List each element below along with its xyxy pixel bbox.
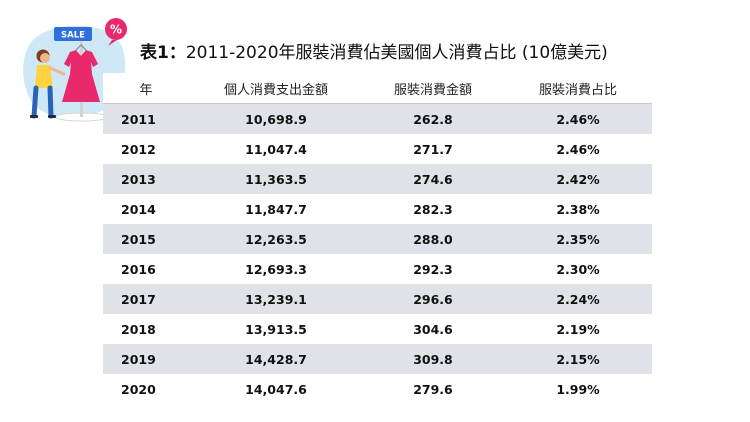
- table-row: 2014 11,847.7 282.3 2.38%: [103, 194, 652, 224]
- cell-year: 2013: [103, 164, 190, 194]
- cell-apparel-share: 2.15%: [504, 344, 652, 374]
- sale-sign-icon: SALE: [54, 27, 92, 41]
- table-row: 2017 13,239.1 296.6 2.24%: [103, 284, 652, 314]
- cell-apparel-spending: 282.3: [362, 194, 504, 224]
- cell-personal-consumption: 11,363.5: [190, 164, 362, 194]
- cell-apparel-spending: 288.0: [362, 224, 504, 254]
- cell-apparel-share: 2.46%: [504, 103, 652, 134]
- header-personal-consumption: 個人消費支出金額: [190, 73, 362, 104]
- cell-apparel-share: 2.42%: [504, 164, 652, 194]
- cell-personal-consumption: 12,263.5: [190, 224, 362, 254]
- header-apparel-share: 服裝消費占比: [504, 73, 652, 104]
- table-row: 2019 14,428.7 309.8 2.15%: [103, 344, 652, 374]
- cell-year: 2015: [103, 224, 190, 254]
- consumption-table: 年個人消費支出金額 服裝消費金額 服裝消費占比 2011 10,698.9 262.8 2…: [103, 73, 652, 404]
- cell-year: 2019: [103, 344, 190, 374]
- dress-icon: [62, 44, 100, 102]
- cell-apparel-share: 2.19%: [504, 314, 652, 344]
- table-row: 2016 12,693.3 292.3 2.30%: [103, 254, 652, 284]
- table-title: 表1：2011-2020年服裝消費佔美國個人消費占比 (10億美元): [140, 38, 608, 63]
- percent-badge-text: %: [110, 23, 122, 37]
- cell-apparel-spending: 262.8: [362, 103, 504, 134]
- cell-personal-consumption: 12,693.3: [190, 254, 362, 284]
- cell-apparel-spending: 271.7: [362, 134, 504, 164]
- cell-year: 2014: [103, 194, 190, 224]
- header-year: 年: [103, 73, 190, 104]
- table-row: 2013 11,363.5 274.6 2.42%: [103, 164, 652, 194]
- table-title-text: 2011-2020年服裝消費佔美國個人消費占比 (10億美元): [185, 43, 608, 63]
- cell-personal-consumption: 11,847.7: [190, 194, 362, 224]
- cell-apparel-spending: 304.6: [362, 314, 504, 344]
- cell-apparel-share: 1.99%: [504, 374, 652, 404]
- sale-sign-text: SALE: [61, 31, 85, 41]
- percent-badge-icon: %: [105, 18, 127, 46]
- cell-apparel-share: 2.35%: [504, 224, 652, 254]
- cell-apparel-share: 2.30%: [504, 254, 652, 284]
- cell-personal-consumption: 14,428.7: [190, 344, 362, 374]
- header-row: 年個人消費支出金額 服裝消費金額 服裝消費占比: [103, 73, 652, 104]
- cell-year: 2018: [103, 314, 190, 344]
- table-body: 2011 10,698.9 262.8 2.46% 2012 11,047.4 271.7 2…: [103, 103, 652, 404]
- cell-year: 2017: [103, 284, 190, 314]
- cell-apparel-share: 2.38%: [504, 194, 652, 224]
- cell-apparel-share: 2.46%: [504, 134, 652, 164]
- cell-personal-consumption: 13,239.1: [190, 284, 362, 314]
- cell-apparel-spending: 292.3: [362, 254, 504, 284]
- shopping-illustration: SALE %: [23, 18, 127, 122]
- cell-personal-consumption: 10,698.9: [190, 103, 362, 134]
- cell-apparel-spending: 279.6: [362, 374, 504, 404]
- cell-apparel-spending: 296.6: [362, 284, 504, 314]
- table-row: 2011 10,698.9 262.8 2.46%: [103, 103, 652, 134]
- cell-personal-consumption: 13,913.5: [190, 314, 362, 344]
- cell-year: 2011: [103, 103, 190, 134]
- cell-personal-consumption: 14,047.6: [190, 374, 362, 404]
- cell-apparel-share: 2.24%: [504, 284, 652, 314]
- cell-apparel-spending: 274.6: [362, 164, 504, 194]
- cell-year: 2012: [103, 134, 190, 164]
- cell-year: 2020: [103, 374, 190, 404]
- table-title-lead: 表1：: [140, 43, 186, 63]
- shopper-figure-icon: [30, 49, 66, 119]
- table-row: 2012 11,047.4 271.7 2.46%: [103, 134, 652, 164]
- table-row: 2015 12,263.5 288.0 2.35%: [103, 224, 652, 254]
- cell-apparel-spending: 309.8: [362, 344, 504, 374]
- header-apparel-spending: 服裝消費金額: [362, 73, 504, 104]
- table-row: 2020 14,047.6 279.6 1.99%: [103, 374, 652, 404]
- table-row: 2018 13,913.5 304.6 2.19%: [103, 314, 652, 344]
- cell-personal-consumption: 11,047.4: [190, 134, 362, 164]
- cell-year: 2016: [103, 254, 190, 284]
